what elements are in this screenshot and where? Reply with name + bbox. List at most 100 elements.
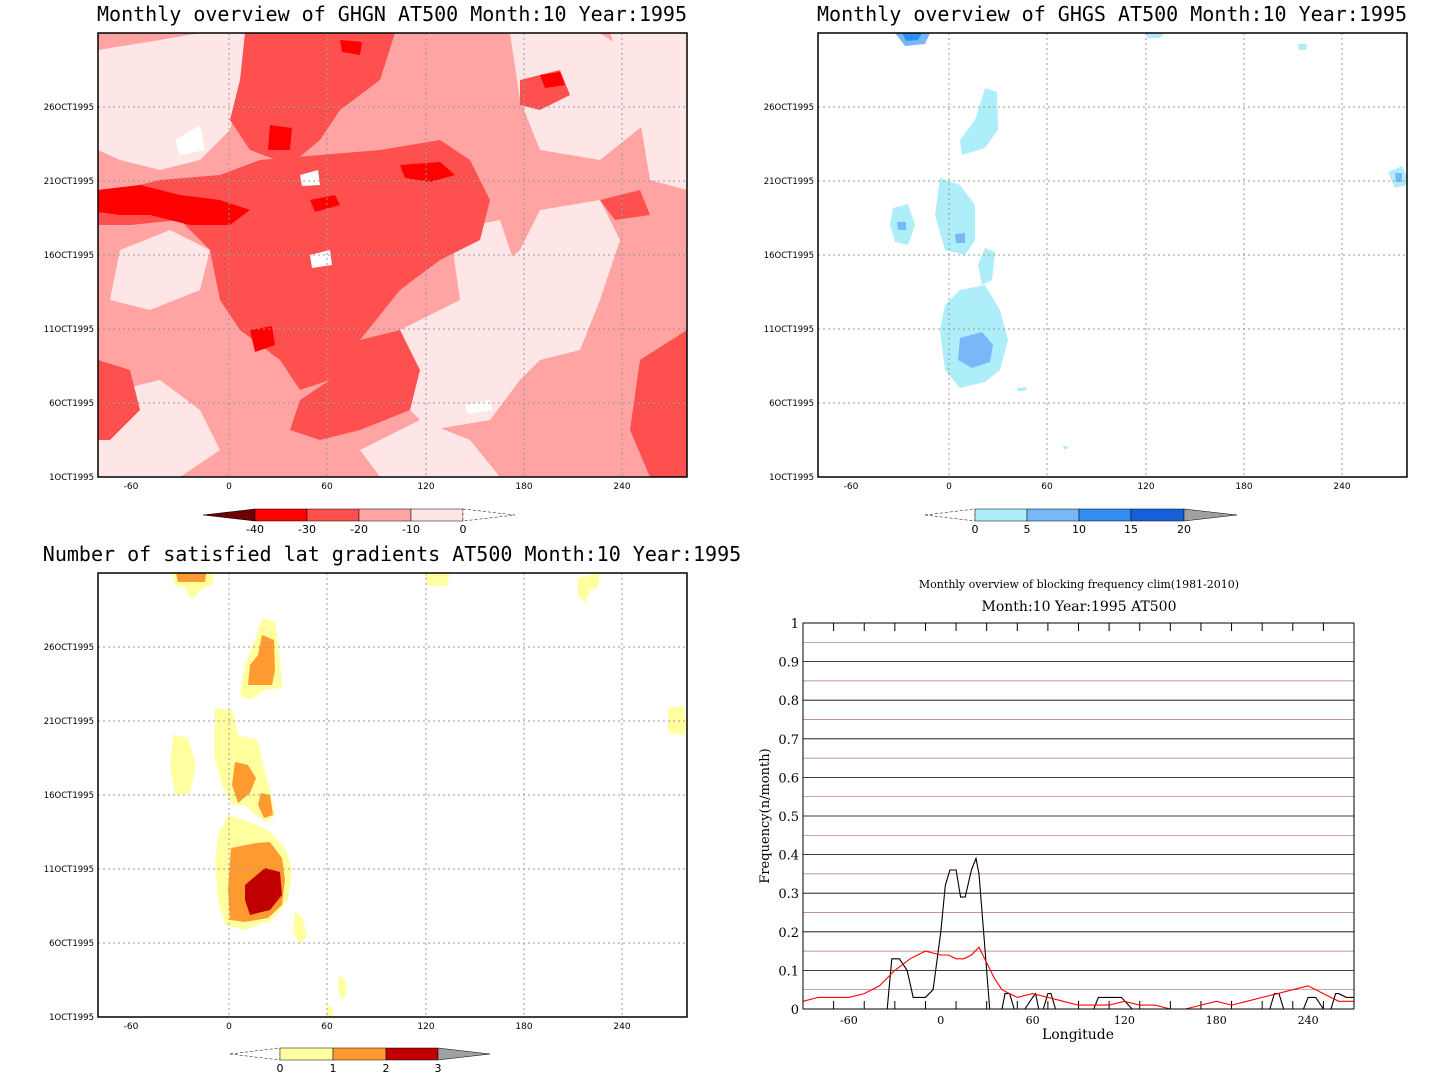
y-tick-label: 26OCT1995 (44, 643, 94, 653)
gradients-frame (97, 572, 688, 1018)
x-tick-label: 0 (946, 482, 952, 492)
ghgn-frame (97, 32, 688, 478)
x-tick-label: 240 (613, 482, 630, 492)
x-tick-label: 180 (1235, 482, 1252, 492)
y-tick-label: 1 (791, 617, 799, 632)
y-tick-label: 11OCT1995 (44, 865, 94, 875)
y-tick-label: 0.6 (778, 771, 799, 786)
y-tick-label: 26OCT1995 (44, 103, 94, 113)
x-tick-label: 240 (1333, 482, 1350, 492)
y-tick-label: 6OCT1995 (769, 399, 814, 409)
y-tick-label: 11OCT1995 (764, 325, 814, 335)
panel-gradients: Number of satisfied lat gradients AT500 … (43, 542, 741, 1075)
series-line-1 (802, 946, 1354, 1010)
y-tick-label: 26OCT1995 (764, 103, 814, 113)
y-tick-label: 1OCT1995 (769, 473, 814, 483)
y-tick-label: 6OCT1995 (49, 399, 94, 409)
blocking-x-ticks: -60 0 60 120 180 240 (840, 1014, 1319, 1027)
x-tick-label: 180 (515, 1022, 532, 1032)
y-tick-label: 0.9 (778, 656, 799, 671)
x-tick-label: 180 (515, 482, 532, 492)
colorbar-label: 5 (1024, 523, 1031, 536)
colorbar-label: 1 (330, 1062, 337, 1075)
colorbar-label: -10 (402, 523, 420, 536)
colorbar-label: 3 (435, 1062, 442, 1075)
ghgn-x-ticks: -60 0 60 120 180 240 (124, 482, 631, 492)
ghgn-grid (98, 33, 687, 477)
y-tick-label: 16OCT1995 (44, 791, 94, 801)
x-tick-label: -60 (124, 482, 139, 492)
blocking-x-axis-label: Longitude (1042, 1027, 1114, 1043)
panel-ghgn: Monthly overview of GHGN AT500 Month:10 … (44, 2, 688, 536)
blocking-title: Monthly overview of blocking frequency c… (919, 578, 1239, 591)
ghgs-colorbar: 0 5 10 15 20 (924, 508, 1238, 536)
x-tick-label: -60 (124, 1022, 139, 1032)
ghgs-x-ticks: -60 0 60 120 180 240 (844, 482, 1351, 492)
colorbar-label: 0 (972, 523, 979, 536)
x-tick-label: 120 (1114, 1014, 1135, 1027)
y-tick-label: 0.8 (778, 694, 799, 709)
panel-blocking-frequency: Monthly overview of blocking frequency c… (758, 578, 1355, 1043)
x-tick-label: 120 (417, 482, 434, 492)
gradients-x-ticks: -60 0 60 120 180 240 (124, 1022, 631, 1032)
colorbar-label: -20 (350, 523, 368, 536)
x-tick-label: -60 (844, 482, 859, 492)
colorbar-label: 2 (383, 1062, 390, 1075)
y-tick-label: 0.4 (778, 849, 799, 864)
x-tick-label: 240 (1298, 1014, 1319, 1027)
colorbar-label: 10 (1072, 523, 1086, 536)
y-tick-label: 21OCT1995 (764, 177, 814, 187)
y-tick-label: 6OCT1995 (49, 939, 94, 949)
x-tick-label: 240 (613, 1022, 630, 1032)
x-tick-label: 60 (1026, 1014, 1040, 1027)
colorbar-label: 0 (277, 1062, 284, 1075)
x-tick-label: 120 (1137, 482, 1154, 492)
y-tick-label: 0.3 (778, 887, 799, 902)
y-tick-label: 21OCT1995 (44, 177, 94, 187)
colorbar-label: 20 (1177, 523, 1191, 536)
y-tick-label: 0.2 (778, 926, 799, 941)
x-tick-label: 60 (321, 1022, 333, 1032)
blocking-y-axis-label: Frequency(n/month) (758, 748, 773, 883)
blocking-hlines (803, 641, 1354, 991)
colorbar-label: 15 (1124, 523, 1138, 536)
blocking-frame (802, 622, 1355, 1010)
panel-ghgs-title: Monthly overview of GHGS AT500 Month:10 … (817, 2, 1407, 26)
y-tick-label: 0.1 (778, 964, 799, 979)
series-line-0 (803, 856, 1354, 1010)
ghgs-grid (818, 33, 1407, 477)
y-tick-label: 11OCT1995 (44, 325, 94, 335)
y-tick-label: 1OCT1995 (49, 1013, 94, 1023)
y-tick-label: 16OCT1995 (764, 251, 814, 261)
y-tick-label: 0.7 (778, 733, 799, 748)
panel-gradients-title: Number of satisfied lat gradients AT500 … (43, 542, 741, 566)
x-tick-label: 180 (1206, 1014, 1227, 1027)
x-tick-label: 0 (937, 1014, 944, 1027)
ghgn-y-ticks: 1OCT1995 6OCT1995 11OCT1995 16OCT1995 21… (44, 103, 94, 483)
ghgn-colorbar: -40 -30 -20 -10 0 (202, 508, 516, 536)
gradients-grid (98, 573, 687, 1017)
blocking-subtitle: Month:10 Year:1995 AT500 (982, 599, 1177, 615)
x-tick-label: 60 (321, 482, 333, 492)
y-tick-label: 1OCT1995 (49, 473, 94, 483)
gradients-y-ticks: 1OCT1995 6OCT1995 11OCT1995 16OCT1995 21… (44, 643, 94, 1023)
gradients-colorbar: 0 1 2 3 (229, 1047, 491, 1075)
y-tick-label: 0.5 (778, 810, 799, 825)
ghgs-frame (817, 32, 1408, 478)
x-tick-label: 0 (226, 482, 232, 492)
x-tick-label: 0 (226, 1022, 232, 1032)
colorbar-label: -30 (298, 523, 316, 536)
y-tick-label: 21OCT1995 (44, 717, 94, 727)
colorbar-label: 0 (460, 523, 467, 536)
x-tick-label: -60 (840, 1014, 858, 1027)
y-tick-label: 0 (791, 1003, 799, 1018)
panel-ghgn-title: Monthly overview of GHGN AT500 Month:10 … (97, 2, 687, 26)
x-tick-label: 120 (417, 1022, 434, 1032)
ghgs-y-ticks: 1OCT1995 6OCT1995 11OCT1995 16OCT1995 21… (764, 103, 814, 483)
panel-ghgs: Monthly overview of GHGS AT500 Month:10 … (764, 2, 1408, 536)
blocking-series (802, 856, 1354, 1010)
blocking-y-ticks: 0 0.1 0.2 0.3 0.4 0.5 0.6 0.7 0.8 0.9 1 (778, 617, 799, 1018)
x-tick-label: 60 (1041, 482, 1053, 492)
colorbar-label: -40 (246, 523, 264, 536)
